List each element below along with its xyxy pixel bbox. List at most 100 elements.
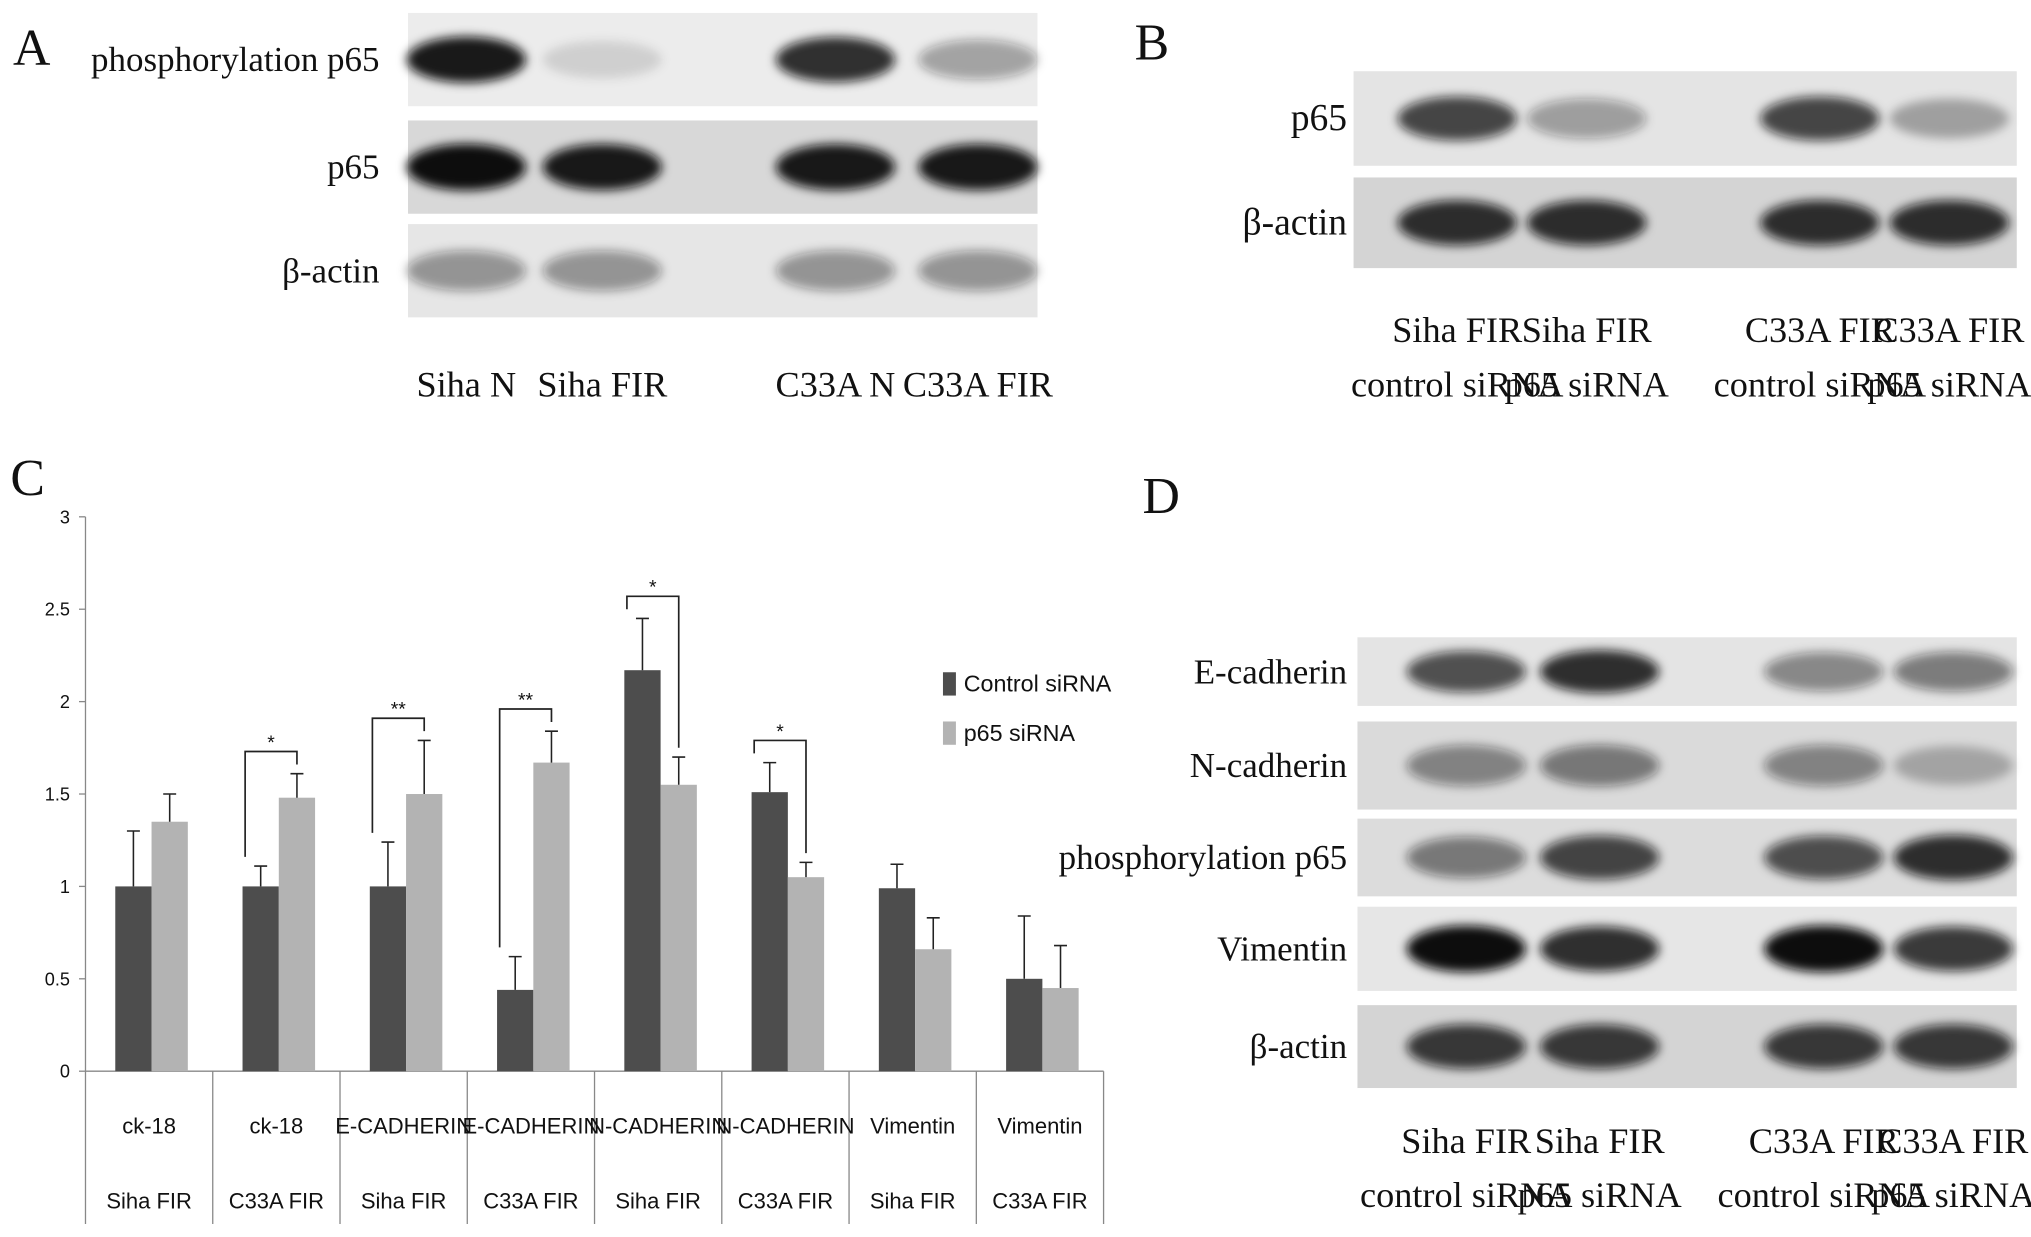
- lane-label: control siRNA: [1714, 364, 1926, 404]
- row-label: β-actin: [282, 251, 379, 290]
- blot-band: [406, 36, 526, 83]
- bar: [660, 784, 697, 1072]
- row-label: Vimentin: [1217, 929, 1347, 968]
- error-bar: [890, 863, 904, 889]
- bar: [533, 762, 570, 1072]
- significance-label: *: [649, 577, 657, 599]
- panel-label: D: [1142, 468, 1179, 525]
- blot-band: [542, 40, 662, 79]
- row-label: phosphorylation p65: [91, 40, 379, 79]
- legend-swatch: [942, 672, 956, 696]
- bar: [1006, 978, 1043, 1072]
- blot-band: [1889, 98, 2009, 139]
- x-tick-sublabel: C33A FIR: [992, 1189, 1087, 1214]
- row-label: E-cadherin: [1194, 652, 1347, 691]
- bar: [115, 886, 152, 1072]
- blot-band: [1764, 1024, 1884, 1069]
- error-bar: [635, 617, 649, 671]
- blot-band: [1764, 745, 1884, 786]
- x-tick-sublabel: Siha FIR: [361, 1189, 447, 1214]
- panel-label: C: [10, 450, 45, 507]
- lane-label: Siha FIR: [1522, 310, 1653, 350]
- blot-band: [542, 144, 662, 191]
- lane-label: control siRNA: [1360, 1175, 1572, 1215]
- row-label: N-cadherin: [1190, 746, 1347, 785]
- row-label: p65: [1291, 98, 1347, 139]
- blot-band: [1893, 834, 2013, 881]
- blot-band: [775, 144, 896, 191]
- x-tick-label: E-CADHERIN: [462, 1113, 599, 1138]
- blot-band: [775, 250, 896, 291]
- row-label: phosphorylation p65: [1059, 838, 1347, 877]
- blot-band: [1406, 836, 1526, 879]
- x-tick-sublabel: C33A FIR: [738, 1189, 833, 1214]
- blot-band: [918, 39, 1038, 80]
- x-tick-label: N-CADHERIN: [589, 1113, 727, 1138]
- blot-band: [1540, 744, 1660, 787]
- blot-band: [775, 37, 896, 83]
- blot-band: [1540, 650, 1660, 694]
- blot-band: [1540, 1024, 1660, 1069]
- x-tick-label: E-CADHERIN: [335, 1113, 472, 1138]
- significance-bracket: [244, 750, 298, 857]
- lane-label: C33A FIR: [1878, 1121, 2029, 1161]
- blot-band: [1764, 652, 1884, 692]
- y-tick-label: 1.5: [45, 784, 70, 804]
- lane-label: p65 siRNA: [1518, 1175, 1682, 1215]
- significance-label: *: [267, 732, 275, 754]
- panel-label: A: [13, 20, 51, 77]
- bar: [915, 949, 952, 1072]
- lane-label: C33A FIR: [1874, 310, 2025, 350]
- blot-band: [1406, 650, 1526, 693]
- lane-label: C33A FIR: [903, 364, 1054, 404]
- lane-label: p65 siRNA: [1871, 1175, 2031, 1215]
- legend-label: p65 siRNA: [964, 720, 1076, 746]
- error-bar: [799, 861, 813, 878]
- lane-label: control siRNA: [1351, 364, 1563, 404]
- blot-band: [1764, 835, 1884, 880]
- blot-band: [1893, 746, 2013, 785]
- x-tick-sublabel: C33A FIR: [229, 1189, 324, 1214]
- lane-label: Siha FIR: [1392, 310, 1523, 350]
- y-tick-label: 0.5: [45, 969, 70, 989]
- panel-label: B: [1135, 15, 1170, 72]
- lane-label: p65 siRNA: [1505, 364, 1669, 404]
- lane-label: C33A N: [776, 364, 896, 404]
- bar: [242, 886, 279, 1072]
- bar: [278, 797, 316, 1072]
- significance-label: **: [391, 699, 407, 721]
- lane-label: Siha FIR: [1535, 1121, 1666, 1161]
- lane-label: C33A FIR: [1749, 1121, 1900, 1161]
- x-tick-label: ck-18: [122, 1113, 176, 1138]
- row-label: p65: [327, 148, 379, 187]
- bar: [151, 821, 188, 1072]
- significance-bracket: [498, 708, 553, 948]
- y-tick-label: 2: [60, 692, 70, 712]
- blot-band: [1397, 200, 1517, 246]
- error-bar: [126, 830, 140, 887]
- legend-label: Control siRNA: [964, 671, 1112, 697]
- lane-label: Siha FIR: [1401, 1121, 1532, 1161]
- bar: [787, 877, 825, 1072]
- blot-band: [1540, 926, 1660, 972]
- blot-band: [1527, 200, 1647, 246]
- error-bar: [763, 761, 777, 793]
- error-bar: [254, 865, 268, 887]
- significance-bracket: [371, 717, 426, 833]
- significance-label: *: [776, 721, 784, 743]
- y-tick-label: 1: [60, 877, 70, 897]
- blot-band: [1527, 98, 1647, 139]
- row-label: β-actin: [1250, 1027, 1347, 1066]
- blot-band: [1893, 926, 2013, 972]
- lane-label: C33A FIR: [1745, 310, 1896, 350]
- legend-swatch: [942, 721, 956, 745]
- blot-band: [406, 250, 526, 291]
- row-label: β-actin: [1243, 202, 1348, 243]
- x-tick-label: Vimentin: [870, 1113, 955, 1138]
- blot-band: [1406, 1024, 1526, 1069]
- bar: [878, 888, 916, 1072]
- blot-band: [1893, 1024, 2013, 1069]
- blot-band: [1540, 835, 1660, 880]
- blot-band: [406, 143, 526, 191]
